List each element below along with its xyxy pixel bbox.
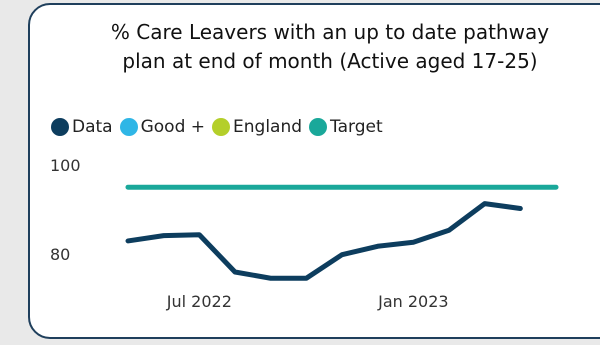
chart-title: % Care Leavers with an up to date pathwa… (110, 20, 550, 73)
legend-item-good[interactable]: Good + (119, 117, 206, 137)
legend-item-target[interactable]: Target (309, 117, 383, 137)
legend-dot-data (51, 118, 69, 136)
legend-label-target: Target (330, 117, 383, 137)
legend-label-good: Good + (140, 117, 206, 137)
legend-item-data[interactable]: Data (51, 117, 113, 137)
chart-legend: Data Good + England Target (51, 116, 390, 138)
legend-dot-england (212, 118, 231, 136)
legend-label-england: England (233, 117, 303, 137)
legend-dot-good (119, 118, 138, 136)
x-axis-ticks: Jul 2022 Jan 2023 (166, 292, 449, 311)
legend-dot-target (309, 118, 328, 136)
y-tick-label: 100 (50, 156, 81, 175)
x-tick-label: Jan 2023 (377, 292, 448, 311)
y-axis-ticks: 80 100 (50, 156, 81, 264)
x-tick-label: Jul 2022 (166, 292, 232, 311)
series-lines (125, 184, 559, 281)
chart-card (28, 3, 600, 339)
series-line-data[interactable] (125, 201, 523, 281)
legend-item-england[interactable]: England (212, 117, 302, 137)
y-tick-label: 80 (50, 245, 70, 264)
legend-label-data: Data (72, 117, 113, 137)
